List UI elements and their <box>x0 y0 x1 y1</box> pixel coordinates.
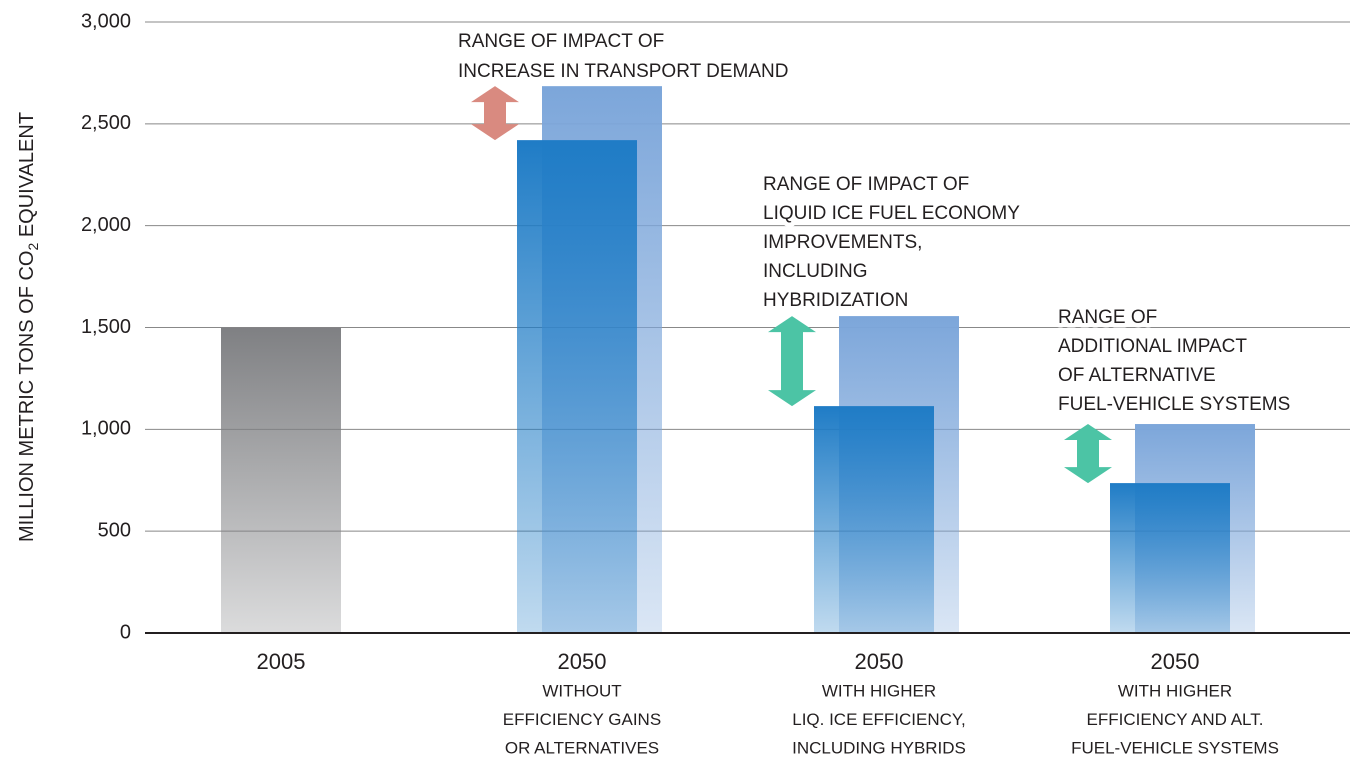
y-tick-label: 1,500 <box>81 316 131 338</box>
annotation-text: FUEL-VEHICLE SYSTEMS <box>1058 394 1290 415</box>
y-tick-label: 3,000 <box>81 10 131 32</box>
annotation-text: RANGE OF IMPACT OF <box>763 174 969 195</box>
bar <box>1110 483 1230 633</box>
y-tick-label: 1,000 <box>81 418 131 440</box>
annotation-text: INCREASE IN TRANSPORT DEMAND <box>458 61 788 82</box>
y-label-part: MILLION METRIC TONS OF CO <box>16 251 38 543</box>
x-tick-label: 2050 <box>1151 649 1200 674</box>
y-label-part: EQUIVALENT <box>16 112 38 243</box>
annotation-text: ADDITIONAL IMPACT <box>1058 336 1247 357</box>
category-description: INCLUDING HYBRIDS <box>792 738 966 757</box>
y-label-subscript: 2 <box>25 243 41 251</box>
category-description: WITH HIGHER <box>822 681 936 700</box>
annotation-text: OF ALTERNATIVE <box>1058 365 1216 386</box>
x-tick-label: 2050 <box>855 649 904 674</box>
category-description: WITHOUT <box>542 681 621 700</box>
y-tick-label: 2,000 <box>81 214 131 236</box>
category-description: EFFICIENCY GAINS <box>503 710 661 729</box>
y-tick-label: 0 <box>120 621 131 643</box>
category-description: WITH HIGHER <box>1118 681 1232 700</box>
annotation-text: INCLUDING <box>763 261 868 282</box>
y-tick-label: 2,500 <box>81 112 131 134</box>
x-tick-label: 2050 <box>558 649 607 674</box>
range-arrow <box>768 316 816 407</box>
category-description: LIQ. ICE EFFICIENCY, <box>792 710 966 729</box>
category-description: OR ALTERNATIVES <box>505 738 659 757</box>
y-axis-label: MILLION METRIC TONS OF CO2 EQUIVALENT <box>16 112 40 542</box>
bar <box>517 140 637 634</box>
bar <box>814 406 934 633</box>
range-arrow <box>1064 424 1112 484</box>
annotation-text: LIQUID ICE FUEL ECONOMY <box>763 203 1020 224</box>
annotation-text: IMPROVEMENTS, <box>763 232 922 253</box>
category-description: EFFICIENCY AND ALT. <box>1087 710 1264 729</box>
annotation-text: HYBRIDIZATION <box>763 290 908 311</box>
bar <box>221 327 341 633</box>
annotation-text: RANGE OF <box>1058 307 1157 328</box>
range-arrow <box>471 86 519 141</box>
x-tick-label: 2005 <box>257 649 306 674</box>
annotation-text: RANGE OF IMPACT OF <box>458 31 664 52</box>
category-description: FUEL-VEHICLE SYSTEMS <box>1071 738 1279 757</box>
y-tick-label: 500 <box>98 519 131 541</box>
